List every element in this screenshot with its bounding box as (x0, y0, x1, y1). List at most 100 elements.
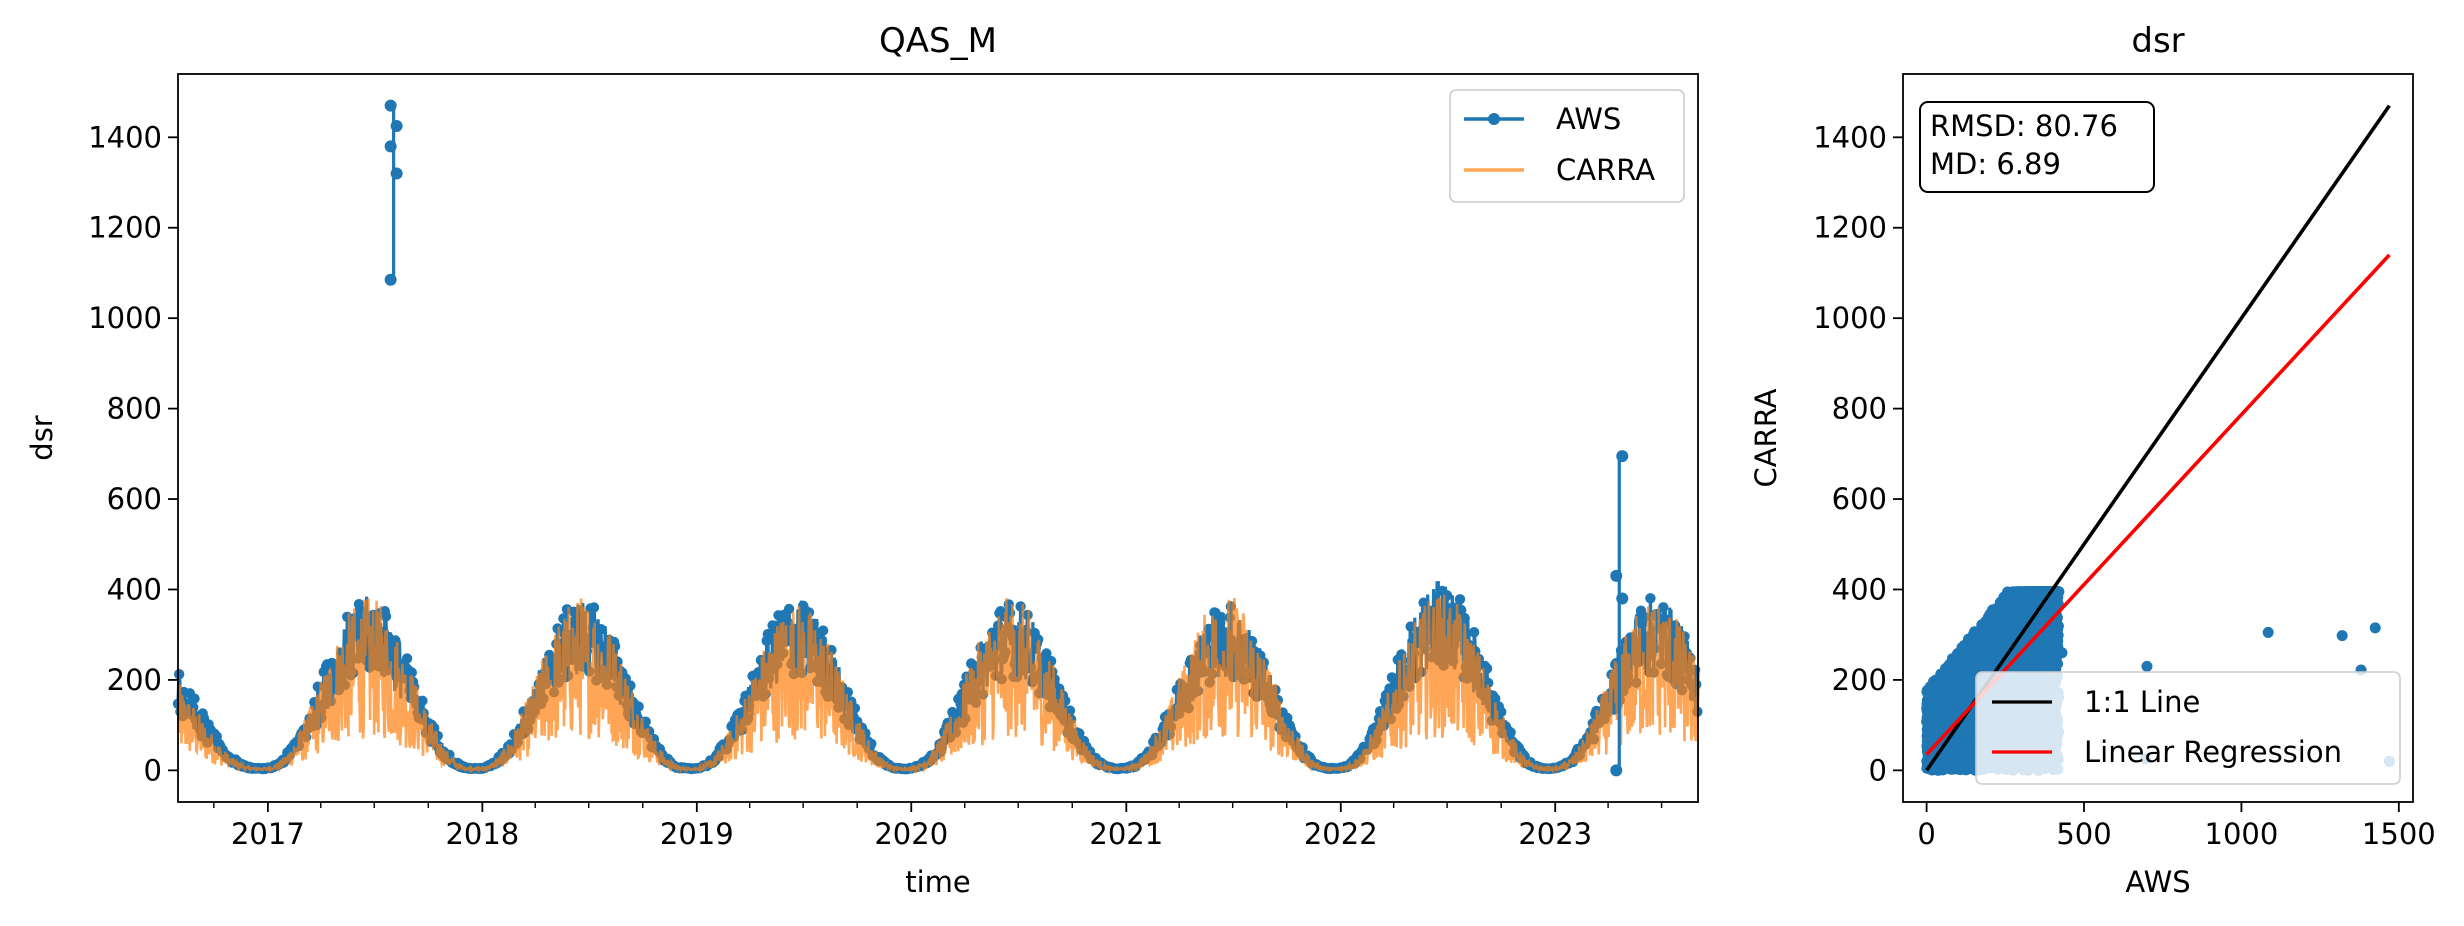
scatter-point (1951, 759, 1963, 771)
scatter-point (2030, 644, 2042, 656)
aws-point (1468, 627, 1480, 638)
aws-spike-point (384, 99, 397, 112)
scatter-point (1922, 736, 1934, 748)
scatter-x-label: AWS (2125, 865, 2190, 899)
scatter-point (2000, 590, 2012, 602)
x-tick-label: 500 (2056, 817, 2111, 851)
scatter-point (1964, 656, 1976, 668)
timeseries-panel: QAS_M 2017 2018 2019 2020 2021 2022 2023 0 200 4… (25, 21, 1703, 899)
aws-point (174, 669, 185, 680)
scatter-point (1946, 662, 1958, 674)
x-tick-label: 2019 (660, 817, 734, 851)
aws-point (1454, 594, 1466, 605)
scatter-legend: 1:1 Line Linear Regression (1975, 671, 2401, 785)
aws-point (1045, 655, 1057, 667)
timeseries-title: QAS_M (879, 21, 997, 61)
scatter-point (1984, 608, 1996, 620)
aws-spike-point (1610, 764, 1623, 777)
y-tick-label: 1400 (1813, 120, 1887, 154)
aws-point (417, 695, 428, 706)
scatter-outlier (2336, 630, 2348, 642)
timeseries-y-label: dsr (25, 415, 59, 461)
aws-spike-point (1616, 592, 1629, 605)
x-tick-label: 2021 (1089, 817, 1163, 851)
y-tick-label: 400 (107, 572, 162, 606)
aws-point (1215, 617, 1226, 628)
aws-point (401, 653, 413, 664)
x-tick-label: 2020 (874, 817, 948, 851)
aws-point (1033, 634, 1044, 645)
rmsd-text: RMSD: 80.76 (1930, 109, 2118, 143)
y-tick-label: 600 (107, 482, 162, 516)
legend-aws-marker (1488, 113, 1500, 125)
scatter-outlier (2369, 622, 2381, 634)
scatter-outlier (2262, 626, 2274, 638)
aws-point (1041, 648, 1052, 659)
x-tick-label: 2022 (1304, 817, 1378, 851)
timeseries-plot-area (172, 99, 1703, 777)
scatter-point (2050, 625, 2062, 637)
timeseries-x-label: time (905, 865, 971, 899)
aws-point (545, 655, 556, 666)
scatter-point (2040, 657, 2051, 669)
x-tick-label: 2018 (445, 817, 519, 851)
scatter-point (1945, 694, 1957, 706)
aws-point (842, 687, 853, 698)
scatter-outlier (2056, 647, 2068, 659)
aws-spike-point (1616, 450, 1629, 463)
y-tick-label: 1200 (1813, 211, 1887, 245)
scatter-point (1928, 724, 1940, 736)
aws-point (189, 693, 200, 704)
aws-point (380, 611, 392, 622)
x-tick-label: 2023 (1518, 817, 1592, 851)
y-tick-label: 1000 (1813, 301, 1887, 335)
aws-point (1064, 705, 1076, 716)
x-tick-label: 0 (1917, 817, 1935, 851)
aws-point (762, 628, 774, 640)
y-tick-label: 0 (1869, 753, 1887, 787)
timeseries-legend: AWS CARRA (1449, 89, 1685, 203)
aws-point (633, 701, 644, 712)
y-tick-label: 400 (1832, 572, 1887, 606)
scatter-point (2013, 614, 2025, 626)
x-tick-label: 1000 (2205, 817, 2279, 851)
y-tick-label: 200 (1832, 663, 1887, 697)
y-tick-label: 600 (1832, 482, 1887, 516)
aws-spike-point (390, 167, 403, 180)
y-tick-label: 200 (107, 663, 162, 697)
aws-point (390, 635, 401, 646)
scatter-y-label: CARRA (1749, 388, 1783, 487)
legend-regression-label: Linear Regression (2084, 735, 2342, 769)
aws-spike-point (384, 140, 397, 153)
aws-point (817, 625, 829, 636)
aws-spike-point (384, 273, 397, 286)
aws-point (595, 624, 607, 635)
scatter-point (1954, 743, 1966, 754)
aws-point (1384, 683, 1395, 694)
y-tick-label: 1000 (88, 301, 162, 335)
scatter-point (1991, 617, 2003, 629)
aws-spike-point (390, 120, 403, 132)
aws-point (783, 603, 795, 615)
aws-point (1645, 593, 1656, 604)
y-tick-label: 800 (107, 392, 162, 426)
scatter-point (1965, 675, 1977, 687)
x-tick-label: 1500 (2362, 817, 2436, 851)
scatter-point (1935, 668, 1947, 680)
aws-point (188, 702, 199, 713)
aws-point (354, 603, 366, 615)
y-tick-label: 800 (1832, 392, 1887, 426)
y-tick-label: 1400 (88, 120, 162, 154)
md-text: MD: 6.89 (1930, 147, 2061, 181)
aws-spike-point (1610, 569, 1623, 582)
scatter-point (1984, 629, 1996, 641)
scatter-title: dsr (2131, 21, 2184, 61)
scatter-outlier (2141, 660, 2153, 672)
scatter-point (1926, 681, 1938, 692)
x-tick-label: 2017 (231, 817, 305, 851)
scatter-point (2017, 597, 2029, 609)
scatter-point (1921, 715, 1933, 727)
aws-point (609, 641, 621, 652)
legend-aws-label: AWS (1556, 102, 1621, 136)
